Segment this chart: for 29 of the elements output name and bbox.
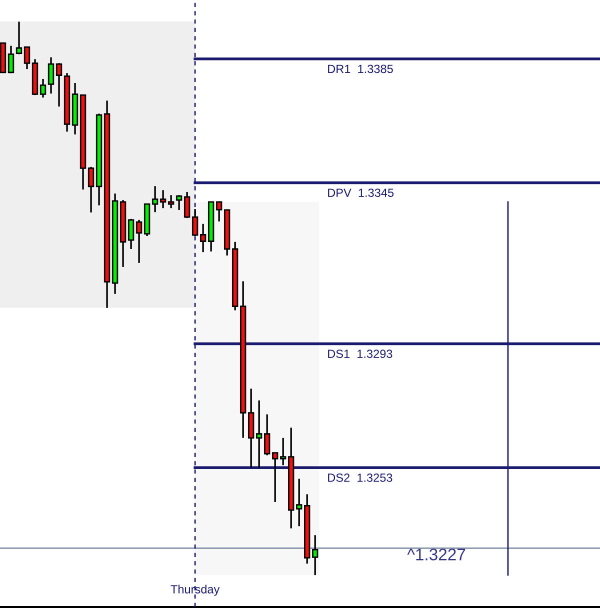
candlestick [88,166,94,214]
candlestick [192,208,198,237]
ref-line-label: DR1 1.3385 [328,64,393,74]
ref-line-label: ^1.3227 [407,548,466,560]
candlestick [128,218,134,250]
candlestick [16,20,22,56]
candlestick [40,78,46,98]
candlestick [168,194,174,209]
candlestick [200,223,206,253]
candlestick [176,194,182,211]
candlestick [216,201,222,222]
candlestick [272,452,278,503]
candlestick [152,185,158,213]
candlestick [160,189,166,209]
candlestick [48,56,54,94]
candlestick [56,62,62,108]
candlestick [184,191,190,219]
candlestick [264,414,270,456]
candlestick [24,46,30,70]
candlestick [8,45,14,74]
x-tick-label: Thursday [170,584,220,596]
ref-line-label: DS1 1.3293 [328,350,392,358]
candlestick [296,478,302,528]
candlestick [312,534,318,576]
candlestick [136,219,142,264]
candlestick [280,437,286,466]
ref-line-label: DS2 1.3253 [328,474,392,482]
ref-line-label: DPV 1.3345 [328,188,394,197]
candlestick [256,400,262,468]
